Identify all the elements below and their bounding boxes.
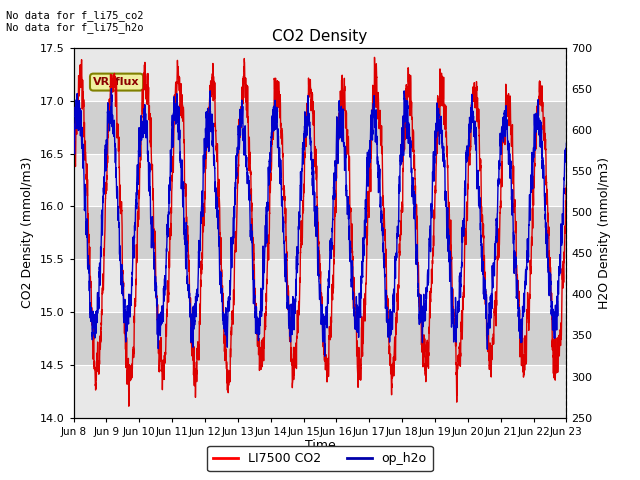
Bar — [74, 101, 566, 154]
Bar — [74, 206, 566, 259]
Bar — [74, 259, 566, 312]
Text: VR_flux: VR_flux — [93, 77, 140, 87]
Legend: LI7500 CO2, op_h2o: LI7500 CO2, op_h2o — [207, 446, 433, 471]
Bar — [74, 312, 566, 365]
Y-axis label: H2O Density (mmol/m3): H2O Density (mmol/m3) — [598, 157, 611, 309]
Bar — [74, 365, 566, 418]
Text: No data for f_li75_co2
No data for f_li75_h2o: No data for f_li75_co2 No data for f_li7… — [6, 10, 144, 33]
Y-axis label: CO2 Density (mmol/m3): CO2 Density (mmol/m3) — [21, 157, 35, 309]
Title: CO2 Density: CO2 Density — [273, 29, 367, 44]
X-axis label: Time: Time — [305, 439, 335, 453]
Bar — [74, 48, 566, 101]
Bar — [74, 154, 566, 206]
